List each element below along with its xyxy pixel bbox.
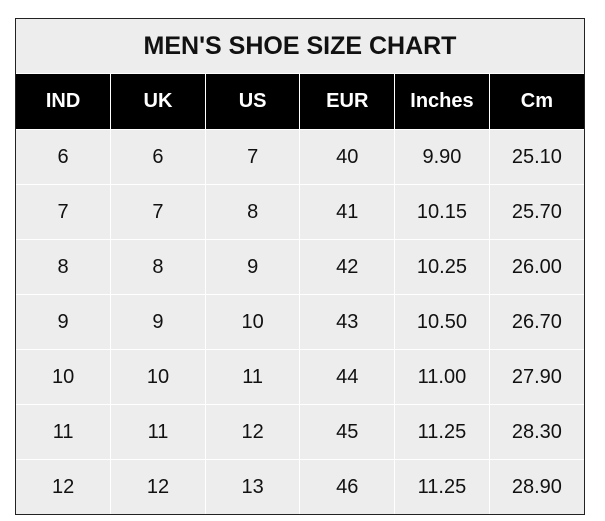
cell-us: 10 (204, 294, 301, 350)
size-table: IND UK US EUR Inches Cm 6 6 7 40 9.90 25.10 7 7 8 41 10… (16, 74, 584, 514)
cell-cm: 26.00 (488, 239, 584, 295)
cell-uk: 6 (110, 129, 206, 185)
cell-cm: 27.90 (488, 349, 584, 405)
cell-eur: 46 (299, 459, 396, 514)
cell-inches: 10.50 (394, 294, 490, 350)
cell-cm: 28.30 (488, 404, 584, 460)
cell-cm: 26.70 (488, 294, 584, 350)
cell-ind: 7 (16, 184, 112, 240)
cell-uk: 8 (110, 239, 206, 295)
cell-uk: 9 (110, 294, 206, 350)
cell-cm: 25.70 (488, 184, 584, 240)
cell-eur: 43 (299, 294, 396, 350)
column-header-ind: IND (16, 74, 112, 130)
cell-ind: 6 (16, 129, 112, 185)
cell-inches: 11.25 (394, 459, 490, 514)
cell-us: 8 (204, 184, 301, 240)
cell-inches: 11.00 (394, 349, 490, 405)
cell-us: 12 (204, 404, 301, 460)
cell-ind: 8 (16, 239, 112, 295)
column-header-uk: UK (110, 74, 206, 130)
column-header-us: US (204, 74, 301, 130)
cell-ind: 10 (16, 349, 112, 405)
cell-eur: 44 (299, 349, 396, 405)
chart-title: MEN'S SHOE SIZE CHART (16, 19, 584, 74)
table-row: 11 11 12 45 11.25 28.30 (16, 404, 584, 460)
table-row: 8 8 9 42 10.25 26.00 (16, 239, 584, 295)
cell-ind: 11 (16, 404, 112, 460)
cell-eur: 41 (299, 184, 396, 240)
cell-us: 13 (204, 459, 301, 514)
cell-eur: 40 (299, 129, 396, 185)
cell-eur: 42 (299, 239, 396, 295)
table-row: 7 7 8 41 10.15 25.70 (16, 184, 584, 240)
header-row: IND UK US EUR Inches Cm (16, 74, 584, 130)
table-row: 9 9 10 43 10.50 26.70 (16, 294, 584, 350)
cell-eur: 45 (299, 404, 396, 460)
cell-ind: 12 (16, 459, 112, 514)
column-header-cm: Cm (488, 74, 584, 130)
cell-uk: 12 (110, 459, 206, 514)
cell-cm: 25.10 (488, 129, 584, 185)
cell-uk: 10 (110, 349, 206, 405)
cell-uk: 7 (110, 184, 206, 240)
column-header-inches: Inches (394, 74, 490, 130)
table-row: 10 10 11 44 11.00 27.90 (16, 349, 584, 405)
cell-us: 7 (204, 129, 301, 185)
cell-inches: 11.25 (394, 404, 490, 460)
column-header-eur: EUR (299, 74, 396, 130)
cell-ind: 9 (16, 294, 112, 350)
cell-uk: 11 (110, 404, 206, 460)
size-chart: MEN'S SHOE SIZE CHART IND UK US EUR Inches Cm… (15, 18, 585, 515)
table-row: 6 6 7 40 9.90 25.10 (16, 129, 584, 185)
cell-us: 9 (204, 239, 301, 295)
table-row: 12 12 13 46 11.25 28.90 (16, 459, 584, 514)
cell-inches: 10.25 (394, 239, 490, 295)
cell-cm: 28.90 (488, 459, 584, 514)
cell-inches: 10.15 (394, 184, 490, 240)
cell-inches: 9.90 (394, 129, 490, 185)
cell-us: 11 (204, 349, 301, 405)
